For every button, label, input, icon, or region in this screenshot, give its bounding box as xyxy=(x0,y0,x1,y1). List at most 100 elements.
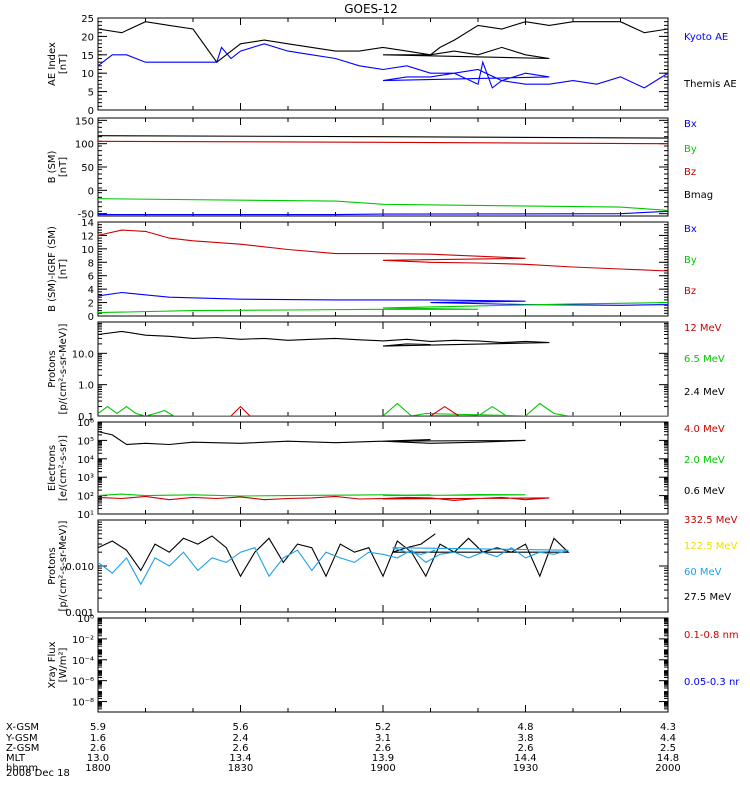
series-bmag xyxy=(98,135,668,139)
y-tick-label: 10 xyxy=(81,69,94,80)
panel-3: 0 2 4 6 8 10 12 14 B (SM)-IGRF (SM) [nT] Bx By Bz xyxy=(47,218,697,323)
y-tick-label: 10 xyxy=(81,245,94,256)
series-6-5-mev xyxy=(98,402,668,416)
date-label: 2008 Dec 18 xyxy=(6,768,70,779)
series-themis-ae xyxy=(98,18,668,63)
y-axis-title: Protons xyxy=(47,350,58,387)
panel-frame xyxy=(97,321,669,417)
y-axis-title: AE Index xyxy=(47,42,58,86)
y-axis-title: [nT] xyxy=(58,54,69,74)
footer-value: 4.8 xyxy=(518,722,534,733)
legend-entry: Kyoto AE xyxy=(684,32,728,43)
panel-frame xyxy=(97,221,669,317)
series-by xyxy=(98,300,668,314)
footer-value: 2000 xyxy=(655,763,680,774)
series-27-5-mev xyxy=(98,533,570,578)
series-0-6-mev xyxy=(98,431,526,446)
panel-frame xyxy=(97,17,669,111)
legend-entry: 332.5 MeV xyxy=(684,515,738,526)
footer-value: 1.6 xyxy=(90,733,106,744)
panel-5: 10¹ 10² 10³ 10⁴ 10⁵ 10⁶ Electrons [e/(cm²-s-sr)… xyxy=(47,418,725,521)
legend-entry: 6.5 MeV xyxy=(684,354,725,365)
series-by xyxy=(98,198,668,211)
y-tick-label: 10⁴ xyxy=(77,455,94,466)
footer-value: 5.9 xyxy=(90,722,106,733)
footer-row-label: MLT xyxy=(6,753,26,764)
legend-entry: 27.5 MeV xyxy=(684,592,731,603)
y-tick-label: 5 xyxy=(88,88,94,99)
y-axis-title: [p/(cm²-s-sr-MeV)] xyxy=(58,323,69,414)
y-tick-label: 10⁻⁴ xyxy=(72,656,94,667)
legend-entry: 60 MeV xyxy=(684,567,722,578)
y-tick-label: 10⁻⁸ xyxy=(72,698,94,709)
y-tick-label: 100 xyxy=(75,140,94,151)
footer-row-label: hhmm xyxy=(6,763,38,774)
panel-6: 0.001 0.010 Protons [p/(cm²-s-sr-MeV)] 332.5… xyxy=(47,515,738,619)
legend-entry: 0.05-0.3 nr xyxy=(684,677,740,688)
y-tick-label: 8 xyxy=(88,258,94,269)
series-bx xyxy=(98,291,668,307)
y-tick-label: 0.001 xyxy=(65,608,94,619)
y-axis-title: [e/(cm²-s-sr)] xyxy=(58,435,69,501)
legend-entry: 2.4 MeV xyxy=(684,387,725,398)
series-2-0-mev xyxy=(98,493,526,497)
y-tick-label: 4 xyxy=(88,285,94,296)
footer-value: 2.6 xyxy=(233,743,249,754)
legend-entry: 12 MeV xyxy=(684,323,722,334)
series-bz xyxy=(98,229,668,279)
legend-entry: Bz xyxy=(684,286,696,297)
legend-entry: Bx xyxy=(684,119,697,130)
legend-entry: By xyxy=(684,144,697,155)
y-tick-label: 2 xyxy=(88,299,94,310)
y-tick-label: 1.0 xyxy=(78,381,94,392)
footer-value: 2.4 xyxy=(233,733,249,744)
panel-frame xyxy=(97,519,669,613)
footer-row-label: X-GSM xyxy=(6,722,39,733)
panel-4: 0.1 1.0 10.0 Protons [p/(cm²-s-sr-MeV)] 12 Me… xyxy=(47,321,725,423)
footer-value: 1830 xyxy=(228,763,253,774)
footer-value: 1930 xyxy=(513,763,538,774)
y-tick-label: 25 xyxy=(81,14,94,25)
panel-2: -50 0 50 100 150 B (SM) [nT] Bx By Bz Bmag xyxy=(47,116,713,220)
panel-frame xyxy=(97,617,669,713)
footer-value: 3.1 xyxy=(375,733,391,744)
legend-entry: By xyxy=(684,255,697,266)
y-tick-label: 12 xyxy=(81,231,94,242)
y-tick-label: 10.0 xyxy=(72,349,94,360)
y-tick-label: 0 xyxy=(88,186,94,197)
footer-value: 3.8 xyxy=(518,733,534,744)
y-tick-label: 150 xyxy=(75,116,94,127)
figure-title: GOES-12 xyxy=(344,2,398,16)
legend-entry: 0.1-0.8 nm xyxy=(684,630,739,641)
y-axis-title: Protons xyxy=(47,547,58,584)
y-tick-label: 10⁵ xyxy=(77,436,94,447)
series-bz xyxy=(98,140,668,145)
y-axis-title: B (SM)-IGRF (SM) xyxy=(47,226,58,312)
y-tick-label: 50 xyxy=(81,163,94,174)
legend-entry: 4.0 MeV xyxy=(684,424,725,435)
panel-1: 0 5 10 15 20 25 AE Index [nT] Kyoto AE Themis AE xyxy=(47,14,737,117)
legend-entry: 0.6 MeV xyxy=(684,486,725,497)
legend-entry: Themis AE xyxy=(683,79,737,90)
y-tick-label: 6 xyxy=(88,272,94,283)
y-axis-title: [W/m²] xyxy=(58,647,69,682)
y-tick-label: 10⁻⁶ xyxy=(72,677,94,688)
y-tick-label: 10⁰ xyxy=(77,614,94,625)
y-axis-title: [p/(cm²-s-sr-MeV)] xyxy=(58,520,69,611)
footer-value: 14.4 xyxy=(514,753,536,764)
footer-value: 2.5 xyxy=(660,743,676,754)
y-tick-label: 10² xyxy=(77,492,94,503)
y-axis-title: [nT] xyxy=(58,157,69,177)
ephemeris-footer: X-GSM 5.9 5.6 5.2 4.8 4.3 Y-GSM 1.6 2.4 3.1 3.8 4.4… xyxy=(5,722,681,774)
footer-value: 4.4 xyxy=(660,733,676,744)
panel-frame xyxy=(97,117,669,217)
series-4-0-mev xyxy=(98,495,550,501)
footer-value: 1900 xyxy=(370,763,395,774)
y-tick-label: 10¹ xyxy=(77,510,94,521)
legend-entry: Bmag xyxy=(684,190,713,201)
footer-value: 2.6 xyxy=(518,743,534,754)
y-tick-label: 14 xyxy=(81,218,94,229)
footer-value: 1800 xyxy=(85,763,110,774)
y-tick-label: 0 xyxy=(88,106,94,117)
